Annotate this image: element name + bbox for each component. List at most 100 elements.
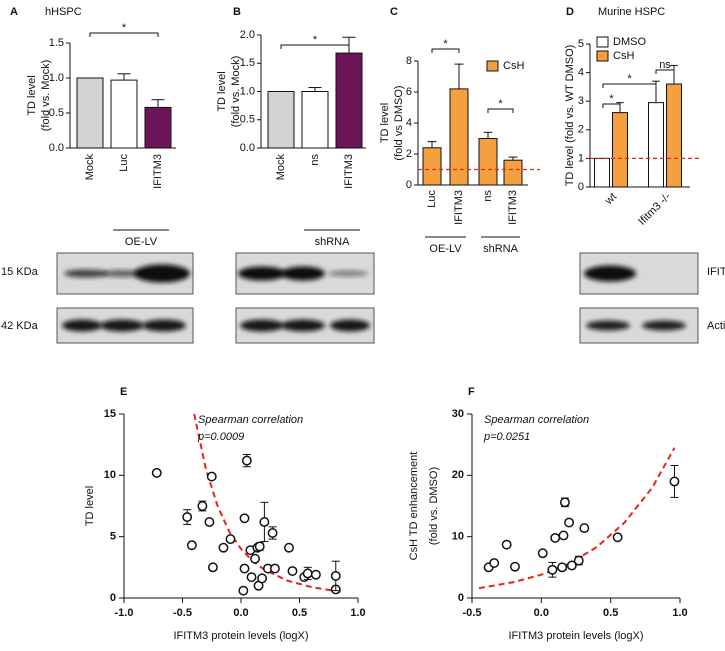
x-tick-label: IFITM3 xyxy=(343,154,355,189)
data-point xyxy=(573,555,584,566)
blot-band xyxy=(330,319,370,332)
data-point xyxy=(550,532,561,543)
y-tick-label: 2 xyxy=(578,124,584,136)
x-tick-label: wt xyxy=(602,191,619,208)
data-point xyxy=(612,532,623,543)
x-tick-label: Mock xyxy=(275,154,287,181)
legend-swatch xyxy=(596,50,609,62)
legend-swatch xyxy=(486,60,499,72)
y-tick-label: 0 xyxy=(458,592,464,604)
data-point xyxy=(206,471,217,482)
significance-label: * xyxy=(122,22,127,34)
x-tick-label: 1.0 xyxy=(350,607,365,619)
x-tick-label: -0.5 xyxy=(463,607,482,619)
panel-letter: C xyxy=(390,6,398,18)
bar xyxy=(612,112,628,188)
y-tick-label: 20 xyxy=(452,469,464,481)
y-tick-label: 30 xyxy=(452,408,464,420)
bar xyxy=(267,91,295,149)
y-tick-label: 4 xyxy=(406,117,412,129)
data-point xyxy=(284,542,294,553)
legend-swatch xyxy=(596,36,609,48)
significance-bracket xyxy=(280,44,350,49)
x-tick-label: 0.5 xyxy=(603,607,618,619)
group-label: OE-LV xyxy=(125,236,158,248)
blot-band xyxy=(642,320,686,331)
data-point xyxy=(225,534,236,545)
significance-label: * xyxy=(498,98,503,110)
blot-label: Actin xyxy=(707,320,725,332)
legend-label: CsH xyxy=(503,60,524,72)
bar xyxy=(76,77,104,149)
bar xyxy=(594,157,610,188)
data-point xyxy=(669,476,680,487)
data-point xyxy=(489,558,500,568)
blot-band xyxy=(586,320,630,331)
data-point xyxy=(204,516,215,527)
y-axis-label: TD level xyxy=(26,75,38,115)
data-point xyxy=(259,516,270,527)
significance-label: * xyxy=(443,38,448,50)
x-tick-label: Mock xyxy=(84,154,96,181)
data-point xyxy=(250,553,260,564)
blot-band xyxy=(238,266,286,281)
blot-label: 15 KDa xyxy=(1,266,39,278)
x-axis-label: IFITM3 protein levels (logX) xyxy=(508,630,643,642)
annotation: p=0.0251 xyxy=(483,431,530,443)
x-tick-label: 0.0 xyxy=(534,607,549,619)
y-axis-label: TD level xyxy=(216,71,228,111)
data-point xyxy=(207,562,218,573)
x-tick-label: -0.5 xyxy=(173,607,192,619)
x-tick-label: 0.5 xyxy=(292,607,307,619)
data-point xyxy=(537,548,548,559)
annotation: Spearman correlation xyxy=(198,414,303,426)
x-tick-label: ns xyxy=(482,190,494,202)
y-tick-label: 2.0 xyxy=(240,29,255,41)
legend-label: DMSO xyxy=(613,36,646,48)
x-axis-label: IFITM3 protein levels (logX) xyxy=(173,630,308,642)
blot-band xyxy=(102,270,142,277)
group-label: shRNA xyxy=(315,236,351,248)
x-tick-label: IFITM3 xyxy=(507,190,519,225)
y-tick-label: 5 xyxy=(110,531,116,543)
legend-label: CsH xyxy=(613,50,634,62)
data-point xyxy=(287,566,298,576)
panel-letter: F xyxy=(468,386,475,398)
data-point xyxy=(239,563,250,574)
y-axis-label: (fold vs. DMSO) xyxy=(428,467,440,545)
blot-label: IFITM3 xyxy=(707,266,725,278)
significance-bracket xyxy=(602,103,621,108)
panel-letter: E xyxy=(120,386,127,398)
panel-letter: B xyxy=(233,6,241,18)
blot-band xyxy=(281,319,325,332)
blot-band xyxy=(62,319,102,332)
y-tick-label: 1.5 xyxy=(240,57,255,69)
panel-letter: D xyxy=(566,6,574,18)
bar xyxy=(301,91,329,149)
blot-band xyxy=(240,319,284,332)
data-point xyxy=(566,560,577,571)
y-tick-label: 0 xyxy=(578,181,584,193)
y-tick-label: 4 xyxy=(578,67,584,79)
panel-letter: A xyxy=(10,6,18,18)
data-point xyxy=(186,540,197,551)
y-tick-label: 1.0 xyxy=(49,72,64,84)
y-axis-label: (fold vs DMSO) xyxy=(393,85,405,160)
blot-label: 42 KDa xyxy=(1,320,39,332)
y-tick-label: 8 xyxy=(406,55,412,67)
y-tick-label: 6 xyxy=(406,86,412,98)
panel-title: Murine HSPC xyxy=(598,6,665,18)
y-tick-label: 1.5 xyxy=(49,37,64,49)
blot-band xyxy=(328,270,368,277)
data-point xyxy=(547,564,558,575)
significance-label: * xyxy=(609,93,614,105)
y-tick-label: 0.5 xyxy=(49,107,64,119)
data-point xyxy=(579,523,590,534)
annotation: p=0.0009 xyxy=(197,431,244,443)
significance-bracket xyxy=(602,83,657,88)
data-point xyxy=(151,467,162,478)
significance-bracket xyxy=(487,108,514,113)
y-tick-label: 0 xyxy=(406,179,412,191)
significance-label: ns xyxy=(659,59,671,71)
